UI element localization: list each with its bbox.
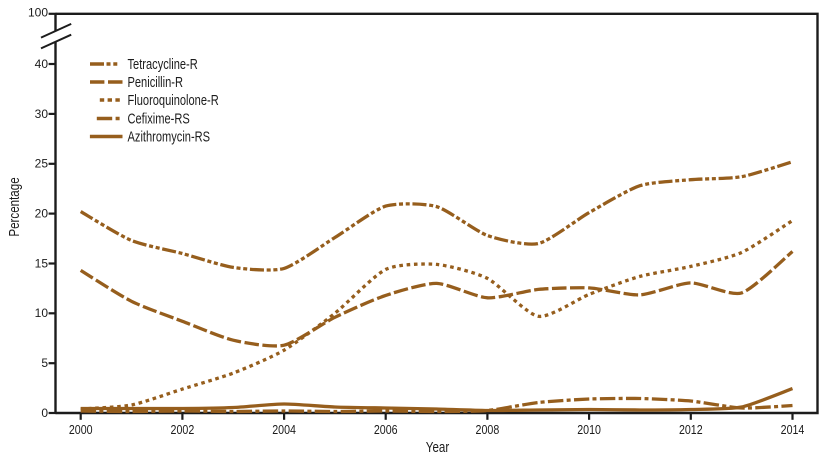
svg-text:2010: 2010	[577, 422, 601, 437]
svg-text:Azithromycin-RS: Azithromycin-RS	[128, 128, 211, 145]
svg-text:30: 30	[35, 107, 49, 121]
svg-text:Tetracycline-R: Tetracycline-R	[128, 55, 198, 72]
svg-text:2012: 2012	[679, 422, 703, 437]
svg-text:2008: 2008	[476, 422, 500, 437]
svg-text:10: 10	[35, 306, 49, 320]
svg-text:2014: 2014	[781, 422, 805, 437]
svg-text:Year: Year	[426, 439, 450, 456]
svg-text:100: 100	[28, 6, 48, 20]
svg-text:20: 20	[35, 207, 49, 221]
svg-text:2000: 2000	[69, 422, 93, 437]
svg-text:Penicillin-R: Penicillin-R	[128, 73, 183, 90]
svg-text:5: 5	[41, 356, 48, 370]
svg-text:25: 25	[35, 157, 49, 171]
svg-text:Fluoroquinolone-R: Fluoroquinolone-R	[128, 91, 219, 108]
svg-text:Percentage: Percentage	[6, 177, 23, 236]
svg-text:0: 0	[41, 406, 48, 420]
svg-text:2002: 2002	[171, 422, 195, 437]
svg-text:15: 15	[35, 256, 49, 270]
svg-text:2006: 2006	[374, 422, 398, 437]
svg-text:40: 40	[35, 57, 49, 71]
svg-text:Cefixime-RS: Cefixime-RS	[128, 110, 190, 127]
svg-text:2004: 2004	[272, 422, 296, 437]
